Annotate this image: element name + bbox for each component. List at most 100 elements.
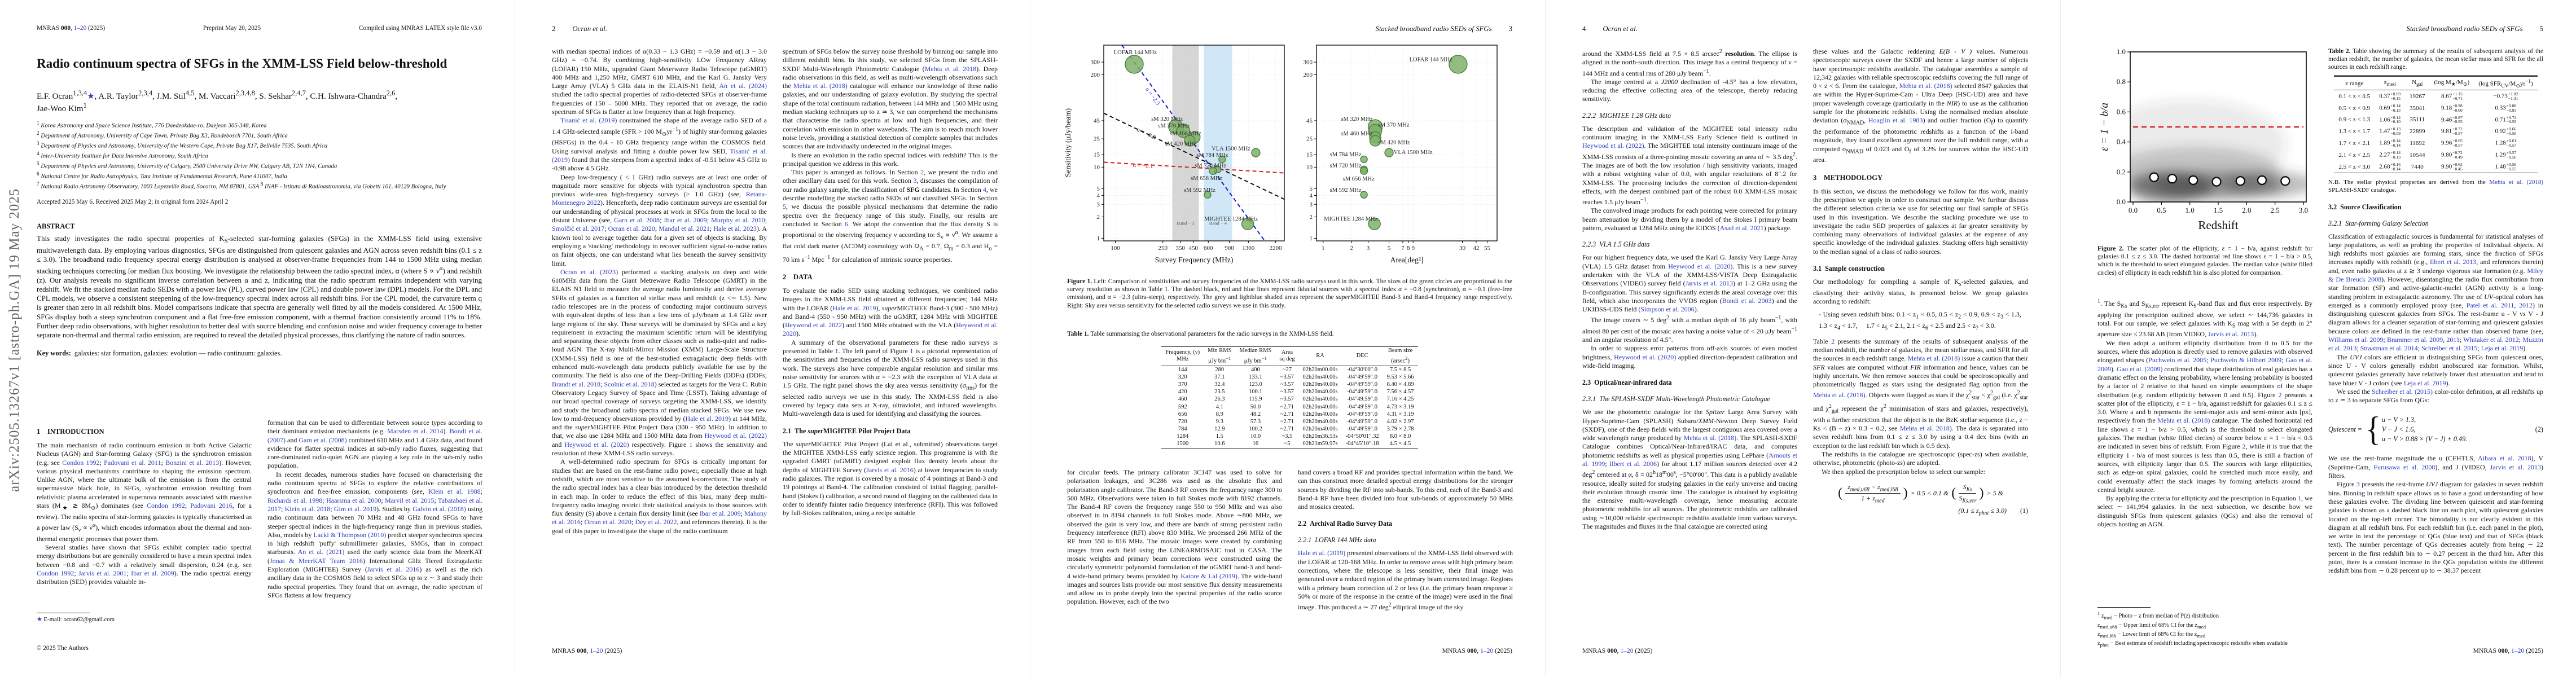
citation-link[interactable]: Dey et al. 2022 — [635, 518, 677, 526]
citation-link[interactable]: Bondi et al. 2003 — [1722, 296, 1772, 305]
citation-link[interactable]: Mehta et al. (2018) — [1813, 391, 1866, 399]
citation-link[interactable]: Jarvis et al. 2013 — [2490, 463, 2542, 471]
citation-link[interactable]: Heywood et al. 2020 — [783, 321, 998, 338]
citation-link[interactable]: Galvin et al. (2018) — [412, 504, 466, 513]
citation-link[interactable]: Mandal et al. 2021 — [659, 225, 710, 233]
citation-link[interactable]: Hale et al. 2019 — [685, 414, 729, 423]
citation-link[interactable]: Marsden et al. 2014 — [387, 427, 444, 436]
citation-link[interactable]: Williams et al. 2009 — [2328, 336, 2384, 344]
citation-link[interactable]: Katore & Lal (2019) — [1181, 572, 1237, 580]
citation-link[interactable]: Patel et al. — [2466, 301, 2498, 309]
citation-link[interactable]: Furusawa et al. 2008 — [2373, 463, 2435, 471]
citation-link[interactable]: 3 — [2356, 480, 2360, 489]
citation-link[interactable]: 2 — [2278, 390, 2282, 399]
citation-link[interactable]: Miley & De Breuck — [2328, 266, 2543, 283]
citation-link[interactable]: 2011 — [2446, 336, 2460, 344]
citation-link[interactable]: 2008 — [2368, 275, 2382, 283]
citation-link[interactable]: Klein et al. 1988 — [428, 487, 481, 496]
citation-link[interactable]: Mehta et al. (2018) — [2157, 416, 2210, 425]
citation-link[interactable]: Jarvis et al. 2016 — [866, 465, 914, 474]
citation-link[interactable]: Heywood et al. 2022 — [785, 321, 842, 329]
citation-link[interactable]: Hale et al. 2023 — [713, 225, 757, 233]
citation-link[interactable]: Leja et al. 2019 — [2481, 344, 2524, 353]
citation-link[interactable]: Ibar et al. 2009 — [664, 216, 707, 225]
citation-link[interactable]: Mehta et al. (2018) — [793, 82, 848, 90]
citation-link[interactable]: Hoaglin et al. 1983 — [1868, 116, 1923, 125]
citation-link[interactable]: Schreiber et al. (2015) — [2372, 387, 2433, 395]
citation-link[interactable]: Schreiber et al. 2015 — [2421, 344, 2478, 353]
citation-link[interactable]: Gao et al. (2009) — [2117, 364, 2163, 373]
citation-link[interactable]: 2 — [1831, 337, 1835, 345]
citation-link[interactable]: Straatman et al. 2014 — [2360, 344, 2418, 353]
citation-link[interactable]: Richards et al. 1998 — [267, 496, 323, 504]
citation-link[interactable]: Jarvis et al. 2001 — [78, 569, 127, 577]
citation-link[interactable]: Condon 1992 — [37, 569, 74, 577]
citation-link[interactable]: Jarvis et al. 2013 — [1685, 279, 1733, 288]
citation-link[interactable]: Simpson et al. 2006 — [1640, 305, 1695, 314]
citation-link[interactable]: Mehta et al. (2018) — [1899, 82, 1952, 90]
citation-link[interactable]: 1–20 — [590, 647, 603, 654]
citation-link[interactable]: 1 — [1165, 286, 1168, 293]
citation-link[interactable]: Ilbert et al. 2006 — [1609, 459, 1657, 468]
citation-link[interactable]: Aihara et al. — [2478, 454, 2514, 463]
citation-link[interactable]: 1 — [910, 346, 914, 355]
citation-link[interactable]: Heywood et al. (2020) — [1614, 353, 1677, 361]
citation-link[interactable]: Marvil et al. 2015 — [385, 496, 435, 504]
citation-link[interactable]: 1–20 — [2511, 647, 2525, 654]
citation-link[interactable]: Mehta et al. — [2489, 178, 2524, 186]
citation-link[interactable]: (2019) — [1327, 549, 1346, 557]
citation-link[interactable]: Arnouts et al. 1999 — [1582, 451, 1797, 468]
citation-link[interactable]: Murphy et al. 2010 — [711, 216, 765, 225]
citation-link[interactable]: Jonas & MeerKAT Team 2016 — [270, 556, 363, 565]
citation-link[interactable]: Mahony et al. 2016 — [552, 509, 767, 526]
citation-link[interactable]: Jarvis et al. 2016 — [367, 565, 420, 574]
citation-link[interactable]: Mehta et al. (2018) — [1907, 354, 1960, 363]
citation-link[interactable]: Bonzini et al. 2013 — [165, 458, 220, 467]
citation-link[interactable]: (2018) — [2526, 178, 2543, 186]
citation-link[interactable]: Padovani et al. 2011 — [104, 458, 161, 467]
citation-link[interactable]: Mehta et al. (2018) — [1683, 434, 1737, 442]
citation-link[interactable]: Garn et al. (2008) — [299, 436, 347, 444]
citation-link[interactable]: Padovani 2016 — [190, 502, 232, 510]
citation-link[interactable]: Heywood et al. (2022) — [1582, 142, 1644, 150]
citation-link[interactable]: 2 — [920, 168, 924, 177]
citation-link[interactable]: Gim et al. 2019 — [333, 504, 377, 513]
citation-link[interactable]: 1–20 — [73, 25, 87, 32]
citation-link[interactable]: ★ — [37, 616, 42, 623]
citation-link[interactable]: Klein et al. 2018 — [284, 504, 331, 513]
citation-link[interactable]: 1–20 — [1620, 647, 1634, 654]
citation-link[interactable]: 2019 — [2432, 379, 2446, 387]
citation-link[interactable]: Haarsma et al. 2000 — [326, 496, 381, 504]
citation-link[interactable]: Retana-Montenegro 2022 — [552, 190, 767, 207]
citation-link[interactable]: Bondi et al. (2007) — [267, 427, 482, 444]
citation-link[interactable]: Heywood et al. (2020) — [1668, 262, 1733, 270]
citation-link[interactable]: Asad et al. 2021 — [1719, 224, 1764, 232]
citation-link[interactable]: Condon 1992 — [62, 458, 100, 467]
citation-link[interactable]: Tisanić et al. (2019) — [560, 116, 617, 125]
citation-link[interactable]: 2011 — [2500, 301, 2514, 309]
citation-link[interactable]: 6 — [844, 219, 848, 228]
citation-link[interactable]: Puchwein & Hilbert 2009 — [2210, 356, 2282, 364]
citation-link[interactable]: Muzzin et al. 2013 — [2328, 336, 2543, 353]
citation-link[interactable]: 2018 — [2517, 454, 2531, 463]
citation-link[interactable]: Mehta et al. 2018 — [1899, 424, 1950, 433]
citation-link[interactable]: Leja et al. — [2403, 379, 2431, 387]
citation-link[interactable]: Hale et al. — [1298, 549, 1326, 557]
citation-link[interactable]: 5 — [783, 203, 786, 211]
citation-link[interactable]: Ocran et al. (2023) — [560, 267, 618, 276]
citation-link[interactable]: Heywood et al. (2020) — [564, 440, 629, 449]
citation-link[interactable]: Ilbert et al. 2013 — [2430, 258, 2477, 266]
citation-link[interactable]: Garn et al. 2008 — [614, 216, 660, 225]
citation-link[interactable]: Brammer et al. 2009 — [2386, 336, 2443, 344]
citation-link[interactable]: 2012 — [2519, 301, 2533, 309]
citation-link[interactable]: 3 — [913, 177, 917, 185]
citation-link[interactable]: Condon 1992 — [146, 502, 185, 510]
citation-link[interactable]: Ibar et al. 2009 — [699, 509, 741, 518]
citation-link[interactable]: Tabatabaei et al. 2017 — [267, 496, 482, 513]
citation-link[interactable]: 1 — [2297, 494, 2301, 503]
citation-link[interactable]: An et al. (2024) — [719, 82, 767, 90]
citation-link[interactable]: 4 — [982, 185, 986, 194]
citation-link[interactable]: Gao et al. 2009 — [2097, 356, 2313, 373]
citation-link[interactable]: Lacki & Thompson (2010) — [313, 530, 387, 539]
citation-link[interactable]: Ibar et al. 2009 — [131, 569, 174, 577]
